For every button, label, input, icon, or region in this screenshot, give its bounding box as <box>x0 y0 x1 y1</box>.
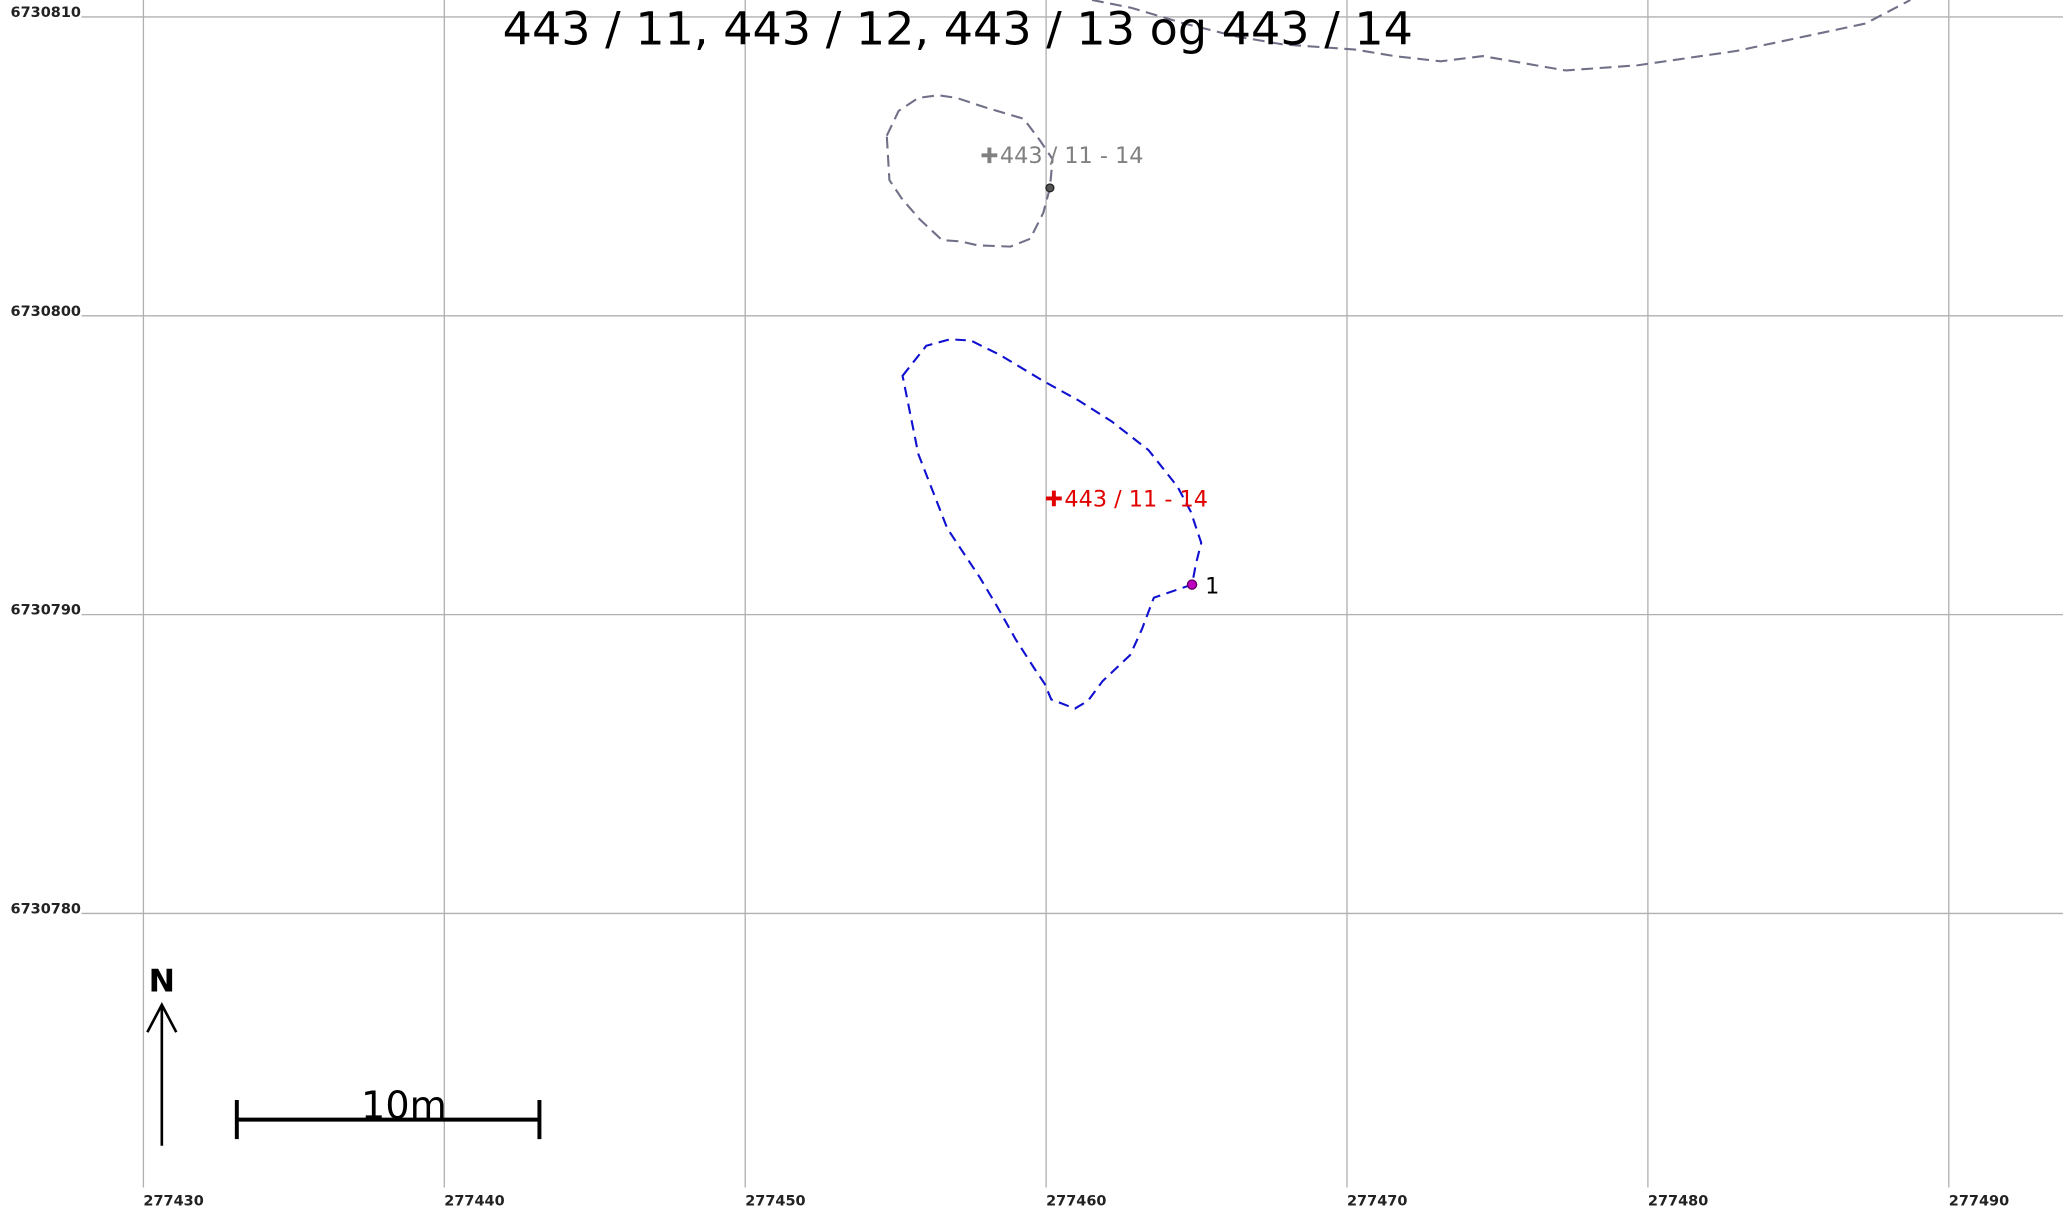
y-coordinate-label: 6730780 <box>11 901 81 917</box>
old-parcel-outline <box>885 94 1054 248</box>
scale-label: 10m <box>361 1083 447 1127</box>
parcel-label: 443 / 11 - 14 <box>1000 143 1144 169</box>
survey-point <box>1045 183 1055 193</box>
grid: 277430 277440 277450 277460 277470 277480 2774… <box>11 0 2063 1210</box>
parcel-label: 443 / 11 - 14 <box>1064 486 1208 512</box>
x-coordinate-label: 277430 <box>143 1194 203 1210</box>
boundary-line <box>1091 0 1911 72</box>
y-coordinate-label: 6730800 <box>11 304 81 320</box>
x-coordinate-label: 277450 <box>745 1194 805 1210</box>
scale-bar <box>234 1100 542 1140</box>
survey-point <box>1186 579 1198 590</box>
point-label: 1 <box>1205 574 1219 600</box>
x-coordinate-label: 277440 <box>444 1194 504 1210</box>
x-coordinate-label: 277460 <box>1046 1194 1106 1210</box>
north-label: N <box>149 964 175 1000</box>
x-coordinate-label: 277490 <box>1949 1194 2009 1210</box>
x-coordinate-label: 277470 <box>1347 1194 1407 1210</box>
centroid-marker <box>1045 490 1062 507</box>
parcel-outline <box>901 338 1203 710</box>
y-coordinate-label: 6730810 <box>11 5 81 21</box>
map-title: 443 / 11, 443 / 12, 443 / 13 og 443 / 14 <box>503 2 1413 56</box>
north-arrow <box>146 1001 178 1146</box>
centroid-marker <box>981 147 998 164</box>
x-coordinate-label: 277480 <box>1648 1194 1708 1210</box>
y-coordinate-label: 6730790 <box>11 603 81 619</box>
